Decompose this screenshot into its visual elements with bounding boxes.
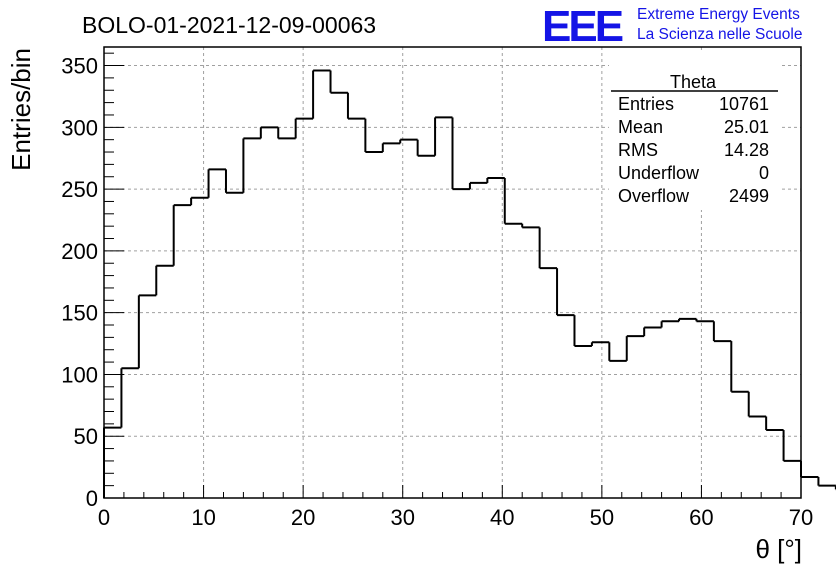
stats-value-underflow: 0 xyxy=(759,163,769,183)
x-tick-label-2: 20 xyxy=(291,505,315,530)
eee-logo: EEE xyxy=(542,2,623,51)
y-tick-label-7: 350 xyxy=(61,54,98,79)
stats-value-entries: 10761 xyxy=(719,94,769,114)
y-axis-title: Entries/bin xyxy=(6,48,36,171)
stats-rows: Entries 10761 Mean 25.01 RMS 14.28 Underflow 0 O… xyxy=(618,94,769,206)
x-tick-label-5: 50 xyxy=(590,505,614,530)
tick-labels: 0 10 20 30 40 50 60 70 0 50 100 150 200 250 300 350 xyxy=(61,54,813,530)
y-tick-label-2: 100 xyxy=(61,362,98,387)
y-tick-label-4: 200 xyxy=(61,239,98,264)
brand-line-1: Extreme Energy Events xyxy=(637,6,800,23)
stats-label-underflow: Underflow xyxy=(618,163,700,183)
x-tick-label-1: 10 xyxy=(191,505,215,530)
plot-frame xyxy=(103,46,802,499)
chart-title: BOLO-01-2021-12-09-00063 xyxy=(82,12,376,38)
y-tick-label-5: 250 xyxy=(61,177,98,202)
stats-label-overflow: Overflow xyxy=(618,186,690,206)
stats-box-title: Theta xyxy=(670,72,717,92)
stats-label-entries: Entries xyxy=(618,94,674,114)
stats-value-overflow: 2499 xyxy=(729,186,769,206)
x-tick-label-7: 70 xyxy=(789,505,813,530)
x-tick-label-3: 30 xyxy=(390,505,414,530)
stats-label-rms: RMS xyxy=(618,140,658,160)
x-tick-label-0: 0 xyxy=(98,505,110,530)
axis-ticks xyxy=(103,52,802,499)
brand-line-2: La Scienza nelle Scuole xyxy=(637,26,802,43)
stats-value-mean: 25.01 xyxy=(724,117,769,137)
y-tick-label-1: 50 xyxy=(74,424,98,449)
x-tick-label-4: 40 xyxy=(490,505,514,530)
y-tick-label-0: 0 xyxy=(86,486,98,511)
stats-value-rms: 14.28 xyxy=(724,140,769,160)
stats-box-background xyxy=(609,50,781,210)
y-tick-label-6: 300 xyxy=(61,115,98,140)
y-tick-label-3: 150 xyxy=(61,301,98,326)
stats-box: Theta Entries 10761 Mean 25.01 RMS 14.28 Under… xyxy=(609,50,781,210)
x-tick-label-6: 60 xyxy=(689,505,713,530)
stats-label-mean: Mean xyxy=(618,117,663,137)
x-axis-title: θ [°] xyxy=(755,534,802,564)
